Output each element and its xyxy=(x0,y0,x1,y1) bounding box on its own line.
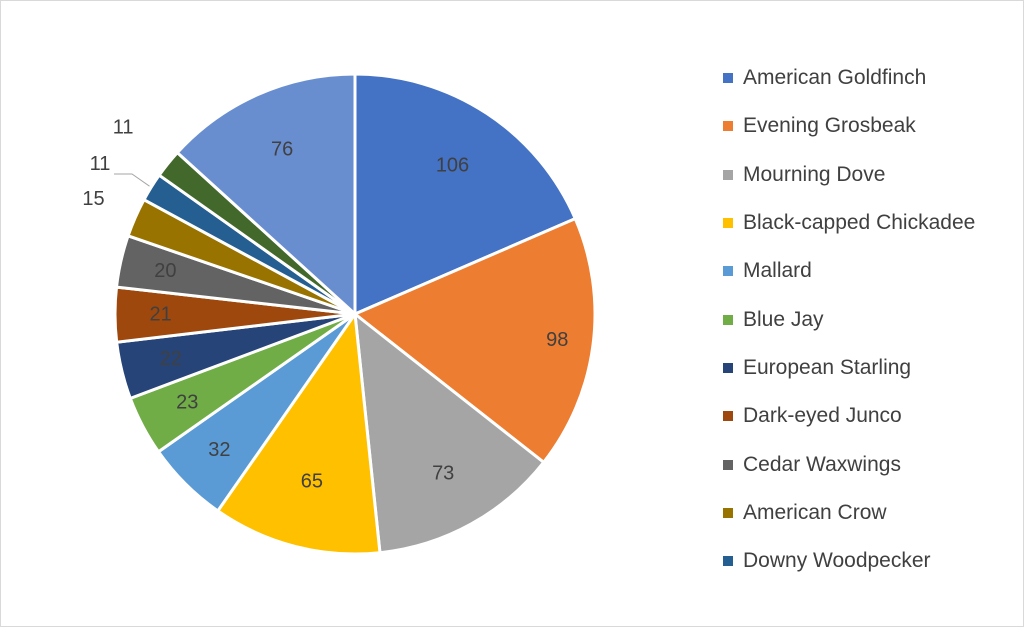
legend-swatch xyxy=(723,266,733,277)
legend-swatch xyxy=(723,169,733,180)
slice-value-label: 21 xyxy=(149,304,171,326)
slice-value-label: 20 xyxy=(154,260,176,282)
slice-value-label: 11 xyxy=(113,117,134,139)
slice-value-label: 73 xyxy=(432,463,454,485)
slice-value-label: 106 xyxy=(436,155,469,177)
pie-slice xyxy=(353,217,597,464)
slice-value-label: 22 xyxy=(160,348,182,370)
legend-label: Black-capped Chickadee xyxy=(743,211,976,235)
slice-value-label: 32 xyxy=(208,439,230,461)
slice-value-label: 98 xyxy=(546,329,568,351)
leader-line xyxy=(114,173,150,187)
legend-swatch xyxy=(723,121,733,132)
legend-swatch xyxy=(723,73,733,84)
chart-legend: American Goldfinch Evening Grosbeak Mourni… xyxy=(723,54,975,585)
pie-slice xyxy=(216,312,382,556)
pie-slice xyxy=(353,312,546,555)
slice-value-label: 15 xyxy=(82,188,104,210)
legend-label: Blue Jay xyxy=(743,307,824,331)
legend-item: Mallard xyxy=(723,247,975,295)
legend-item: Evening Grosbeak xyxy=(723,102,975,150)
legend-item: Downy Woodpecker xyxy=(723,537,975,585)
slice-value-label: 76 xyxy=(271,138,293,160)
legend-item: European Starling xyxy=(723,344,975,392)
legend-swatch xyxy=(723,218,733,229)
pie-slice xyxy=(175,72,357,316)
legend-swatch xyxy=(723,507,733,518)
legend-label: Downy Woodpecker xyxy=(743,549,931,573)
legend-swatch xyxy=(723,314,733,325)
slice-value-label: 23 xyxy=(176,391,198,413)
slice-value-label: 11 xyxy=(90,153,111,175)
legend-label: Mourning Dove xyxy=(743,162,886,186)
legend-item: Mourning Dove xyxy=(723,151,975,199)
legend-swatch xyxy=(723,556,733,567)
legend-item: Dark-eyed Junco xyxy=(723,392,975,440)
legend-item: American Crow xyxy=(723,489,975,537)
legend-item: Cedar Waxwings xyxy=(723,440,975,488)
slice-value-label: 65 xyxy=(301,470,323,492)
legend-label: American Goldfinch xyxy=(743,66,927,90)
legend-label: Evening Grosbeak xyxy=(743,114,916,138)
legend-item: Black-capped Chickadee xyxy=(723,199,975,247)
legend-swatch xyxy=(723,362,733,373)
pie-slice xyxy=(353,72,577,316)
legend-swatch xyxy=(723,411,733,422)
legend-label: Dark-eyed Junco xyxy=(743,404,902,428)
legend-item: American Goldfinch xyxy=(723,54,975,102)
legend-label: American Crow xyxy=(743,500,887,524)
legend-label: Cedar Waxwings xyxy=(743,452,901,476)
legend-swatch xyxy=(723,459,733,470)
legend-label: Mallard xyxy=(743,259,812,283)
legend-item: Blue Jay xyxy=(723,295,975,343)
legend-label: European Starling xyxy=(743,355,912,379)
pie-slices xyxy=(113,72,597,556)
